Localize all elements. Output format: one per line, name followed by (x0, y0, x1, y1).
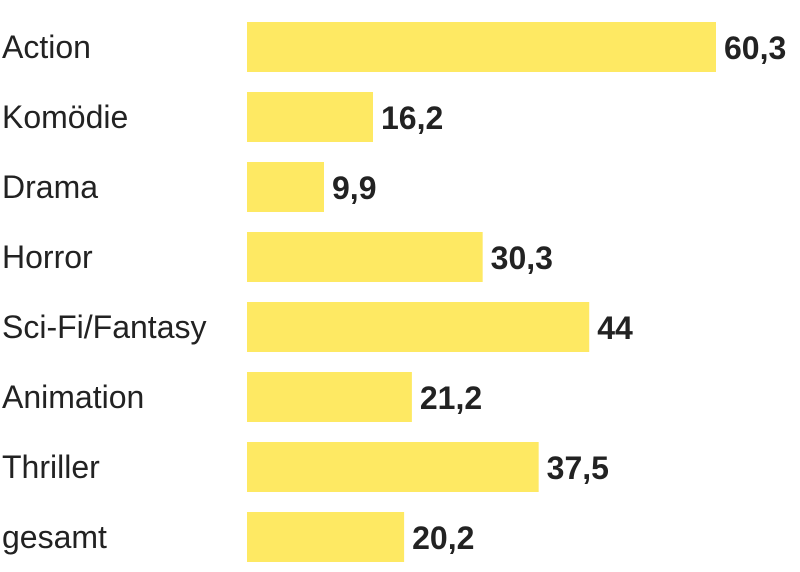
value-label: 21,2 (420, 380, 482, 416)
value-label: 44 (597, 310, 633, 346)
category-label: Komödie (2, 99, 128, 135)
category-label: Drama (2, 169, 98, 205)
bar-horror (247, 232, 483, 282)
bar-sci-fi-fantasy (247, 302, 590, 352)
value-label: 37,5 (547, 450, 609, 486)
value-label: 30,3 (491, 240, 553, 276)
category-label: Animation (2, 379, 144, 415)
category-label: gesamt (2, 519, 107, 555)
value-label: 9,9 (332, 170, 376, 206)
bar-animation (247, 372, 412, 422)
category-label: Action (2, 29, 91, 65)
bar-thriller (247, 442, 539, 492)
value-label: 16,2 (381, 100, 443, 136)
bar-komödie (247, 92, 373, 142)
value-label: 20,2 (412, 520, 474, 556)
category-label: Horror (2, 239, 93, 275)
bar-action (247, 22, 716, 72)
value-label: 60,3 (724, 30, 786, 66)
bar-gesamt (247, 512, 405, 562)
category-label: Thriller (2, 449, 100, 485)
category-label: Sci-Fi/Fantasy (2, 309, 206, 345)
bar-drama (247, 162, 324, 212)
